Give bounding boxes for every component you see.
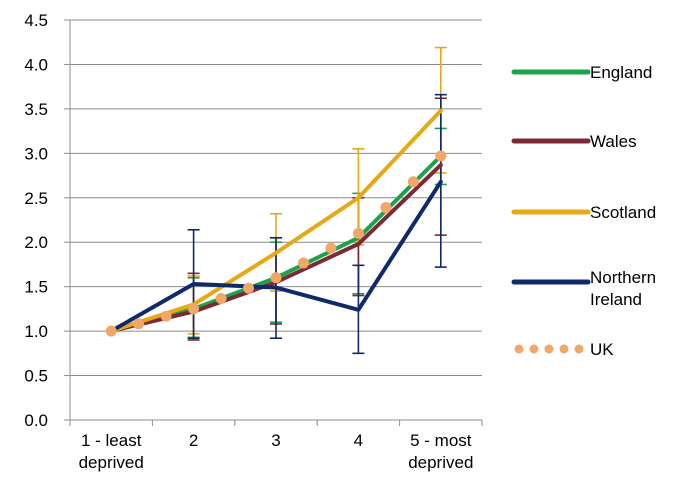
series-line [105, 150, 447, 337]
legend-swatch [544, 344, 554, 354]
data-point [407, 176, 419, 188]
data-point [160, 310, 172, 322]
data-point [243, 282, 255, 294]
legend-label: Scotland [590, 203, 656, 222]
legend: England Wales Scotland Northern Ireland UK [511, 63, 656, 359]
x-tick-label: 1 - least deprived [79, 431, 144, 472]
data-point [105, 325, 117, 337]
x-tick-label: 3 [271, 431, 280, 450]
legend-swatch [514, 344, 524, 354]
y-tick-label: 2.0 [24, 233, 48, 252]
y-tick-label: 3.5 [24, 100, 48, 119]
legend-item: UK [514, 340, 614, 359]
y-tick-label: 4.5 [24, 11, 48, 30]
legend-item: England [511, 63, 652, 82]
data-point [297, 257, 309, 269]
legend-label: Northern Ireland [590, 268, 656, 309]
data-point [435, 150, 447, 162]
legend-label: UK [590, 340, 614, 359]
legend-swatch [559, 344, 569, 354]
axes [64, 19, 483, 426]
y-axis-tick-labels: 0.0 0.5 1.0 1.5 2.0 2.5 3.0 3.5 4.0 4.5 [24, 11, 48, 430]
y-tick-label: 2.5 [24, 189, 48, 208]
y-tick-label: 3.0 [24, 144, 48, 163]
data-point [352, 227, 364, 239]
y-tick-label: 1.5 [24, 278, 48, 297]
legend-label: Wales [590, 132, 637, 151]
legend-item: Wales [511, 132, 637, 151]
y-tick-label: 0.0 [24, 411, 48, 430]
gridlines [70, 19, 482, 377]
x-tick-label: 2 [189, 431, 198, 450]
legend-swatch [529, 344, 539, 354]
legend-item: Northern Ireland [511, 268, 656, 309]
y-tick-label: 4.0 [24, 55, 48, 74]
y-tick-label: 1.0 [24, 322, 48, 341]
legend-item: Scotland [511, 203, 656, 222]
x-tick-label: 5 - most deprived [408, 431, 473, 472]
x-tick-label: 4 [354, 431, 363, 450]
data-point [215, 293, 227, 305]
legend-swatch [574, 344, 584, 354]
error-bars [187, 46, 447, 355]
data-point [270, 272, 282, 284]
data-point [133, 318, 145, 330]
legend-label: England [590, 63, 652, 82]
series-lines [105, 108, 447, 337]
y-tick-label: 0.5 [24, 367, 48, 386]
data-point [380, 202, 392, 214]
data-point [325, 242, 337, 254]
data-point [188, 303, 200, 315]
x-axis-tick-labels: 1 - least deprived 2 3 4 5 - most deprived [79, 431, 474, 472]
